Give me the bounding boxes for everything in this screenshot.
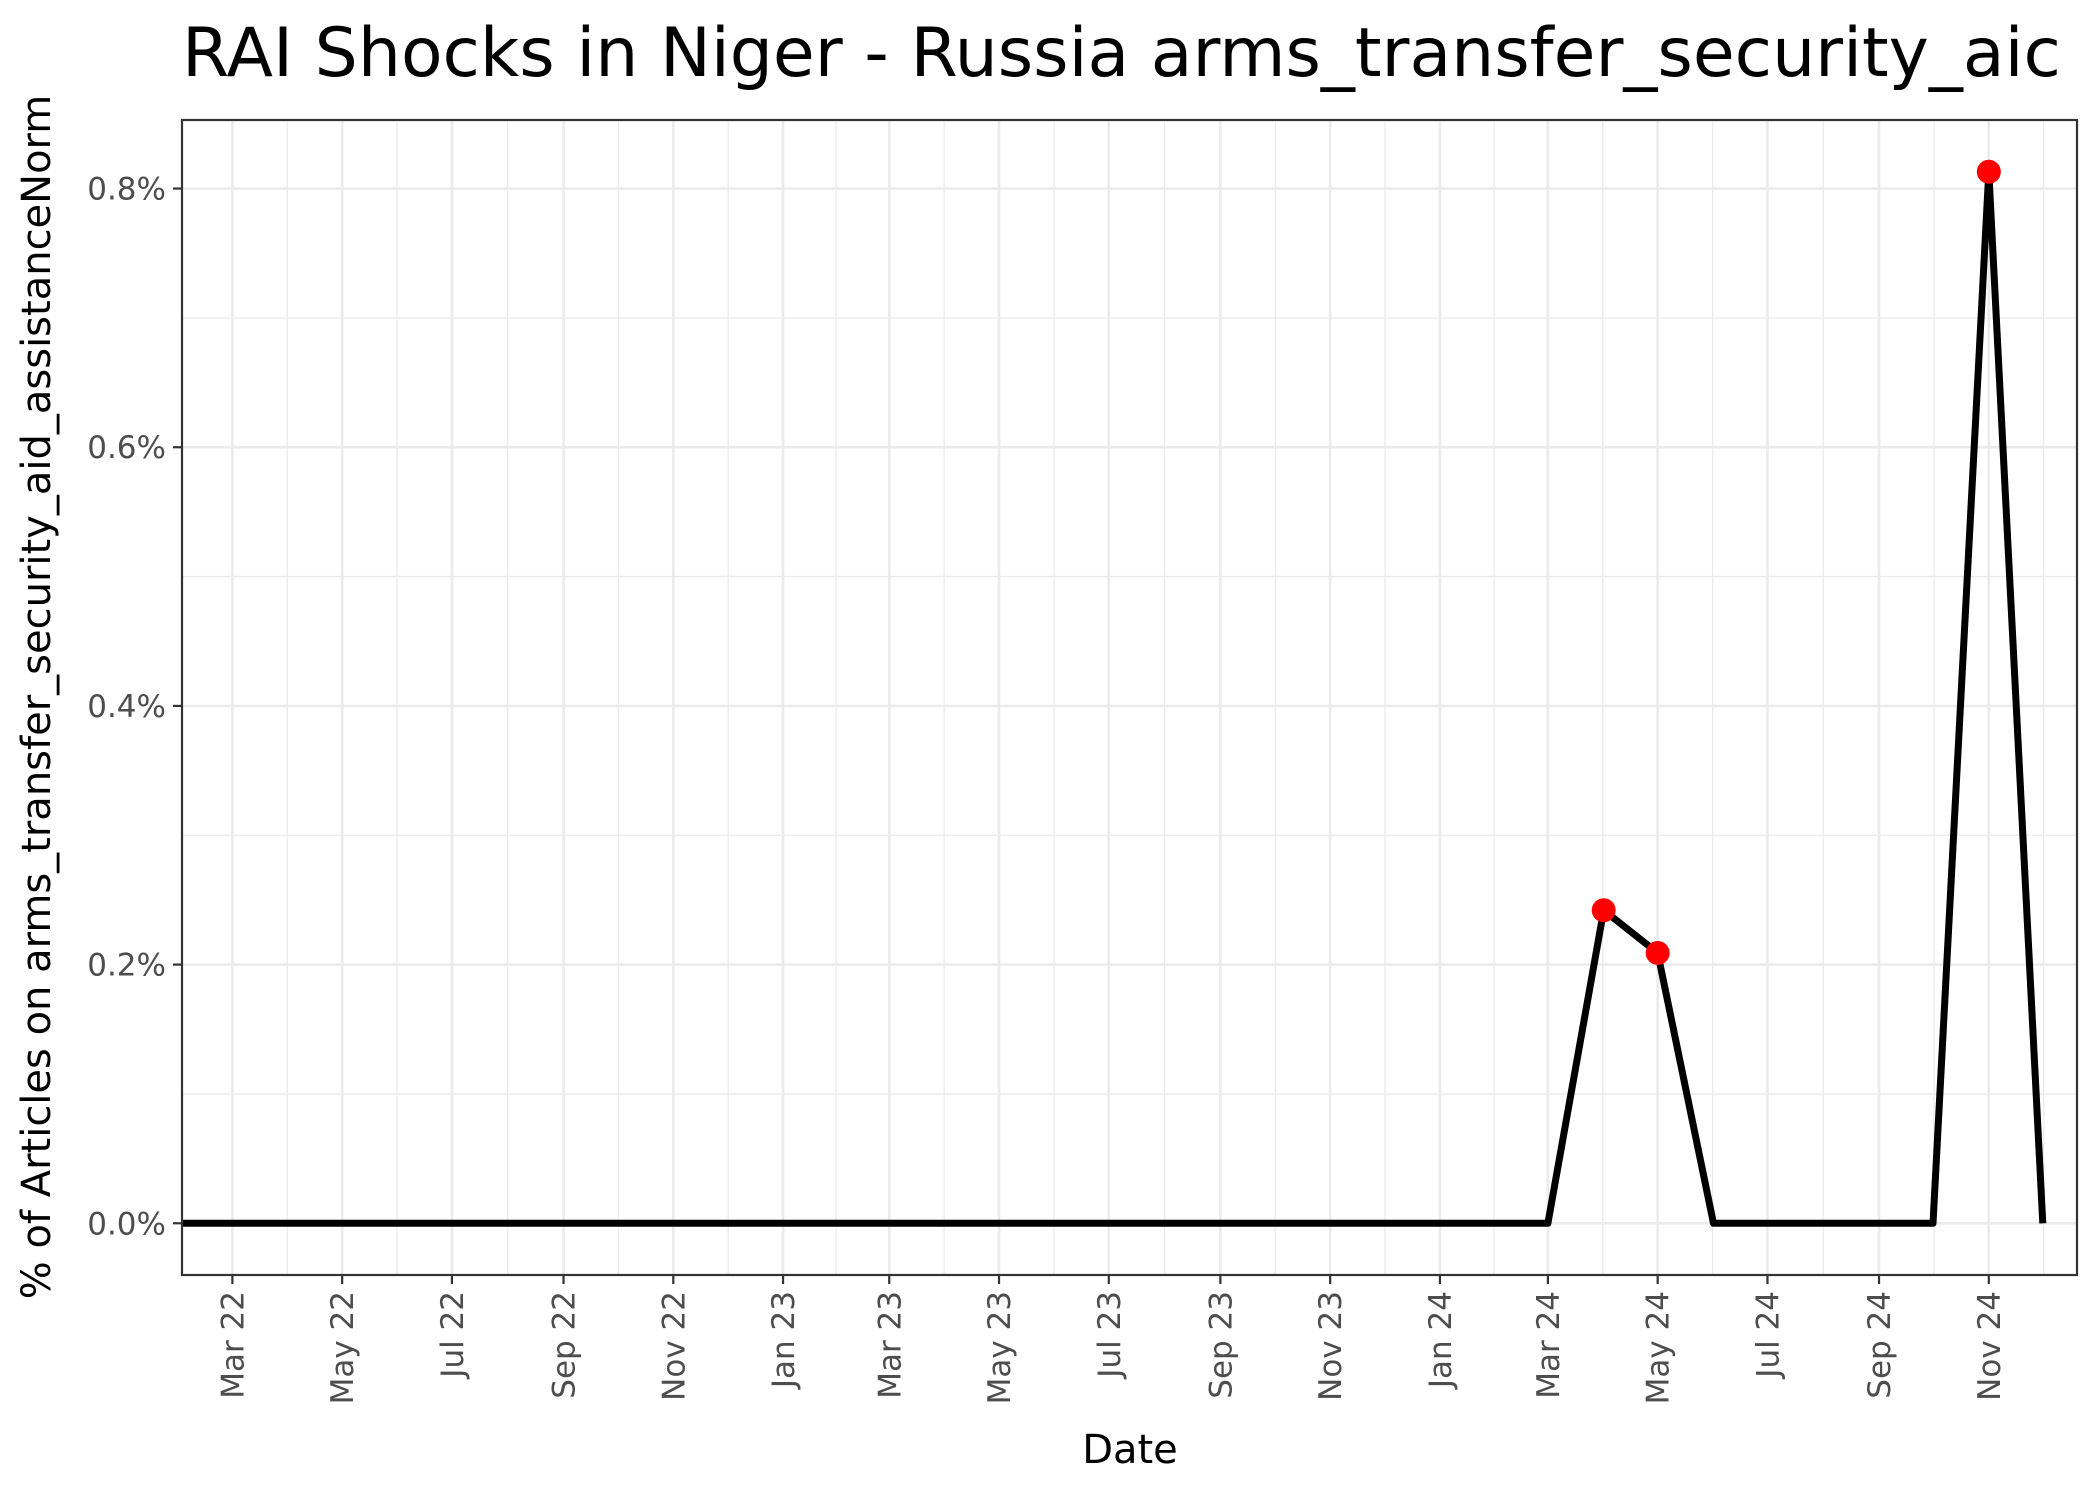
x-tick-label: Jul 23 <box>1092 1291 1128 1380</box>
y-tick-label: 0.4% <box>87 689 166 725</box>
shock-point <box>1591 898 1616 923</box>
x-tick-label: Mar 22 <box>215 1291 251 1399</box>
chart-title: RAI Shocks in Niger - Russia arms_transf… <box>182 14 2061 93</box>
x-tick-label: May 23 <box>982 1291 1018 1404</box>
y-axis-title: % of Articles on arms_transfer_security_… <box>14 95 60 1300</box>
x-axis-title: Date <box>1082 1427 1178 1473</box>
y-tick-label: 0.2% <box>87 948 166 984</box>
x-tick-label: Nov 24 <box>1972 1291 2008 1401</box>
series-layer <box>182 168 2047 1227</box>
y-tick-label: 0.6% <box>87 430 166 466</box>
shock-point <box>1976 159 2001 184</box>
y-tick-label: 0.8% <box>87 172 166 208</box>
x-tick-label: May 24 <box>1641 1291 1677 1404</box>
x-tick-label: Sep 24 <box>1862 1291 1898 1399</box>
x-tick-label: Nov 22 <box>656 1291 692 1401</box>
x-tick-label: Jul 22 <box>435 1291 471 1380</box>
x-tick-label: Mar 23 <box>872 1291 908 1399</box>
y-axis: 0.0% 0.2% 0.4% 0.6% 0.8% <box>87 172 182 1242</box>
shock-point <box>1645 940 1670 965</box>
x-tick-label: Jul 24 <box>1750 1291 1786 1380</box>
x-tick-label: Sep 22 <box>547 1291 583 1399</box>
x-tick-label: May 22 <box>325 1291 361 1404</box>
grid <box>182 120 2077 1275</box>
y-tick-label: 0.0% <box>87 1206 166 1242</box>
x-tick-label: Jan 23 <box>766 1291 802 1390</box>
x-tick-label: Sep 23 <box>1203 1291 1239 1399</box>
x-axis: Mar 22 May 22 Jul 22 Sep 22 Nov 22 Jan 23 Mar … <box>215 1275 2008 1404</box>
series-line <box>182 168 2047 1227</box>
shock-points <box>1591 159 2001 965</box>
x-tick-label: Jan 24 <box>1423 1291 1459 1390</box>
plot-panel <box>180 118 2079 1277</box>
x-tick-label: Mar 24 <box>1531 1291 1567 1399</box>
x-tick-label: Nov 23 <box>1313 1291 1349 1401</box>
